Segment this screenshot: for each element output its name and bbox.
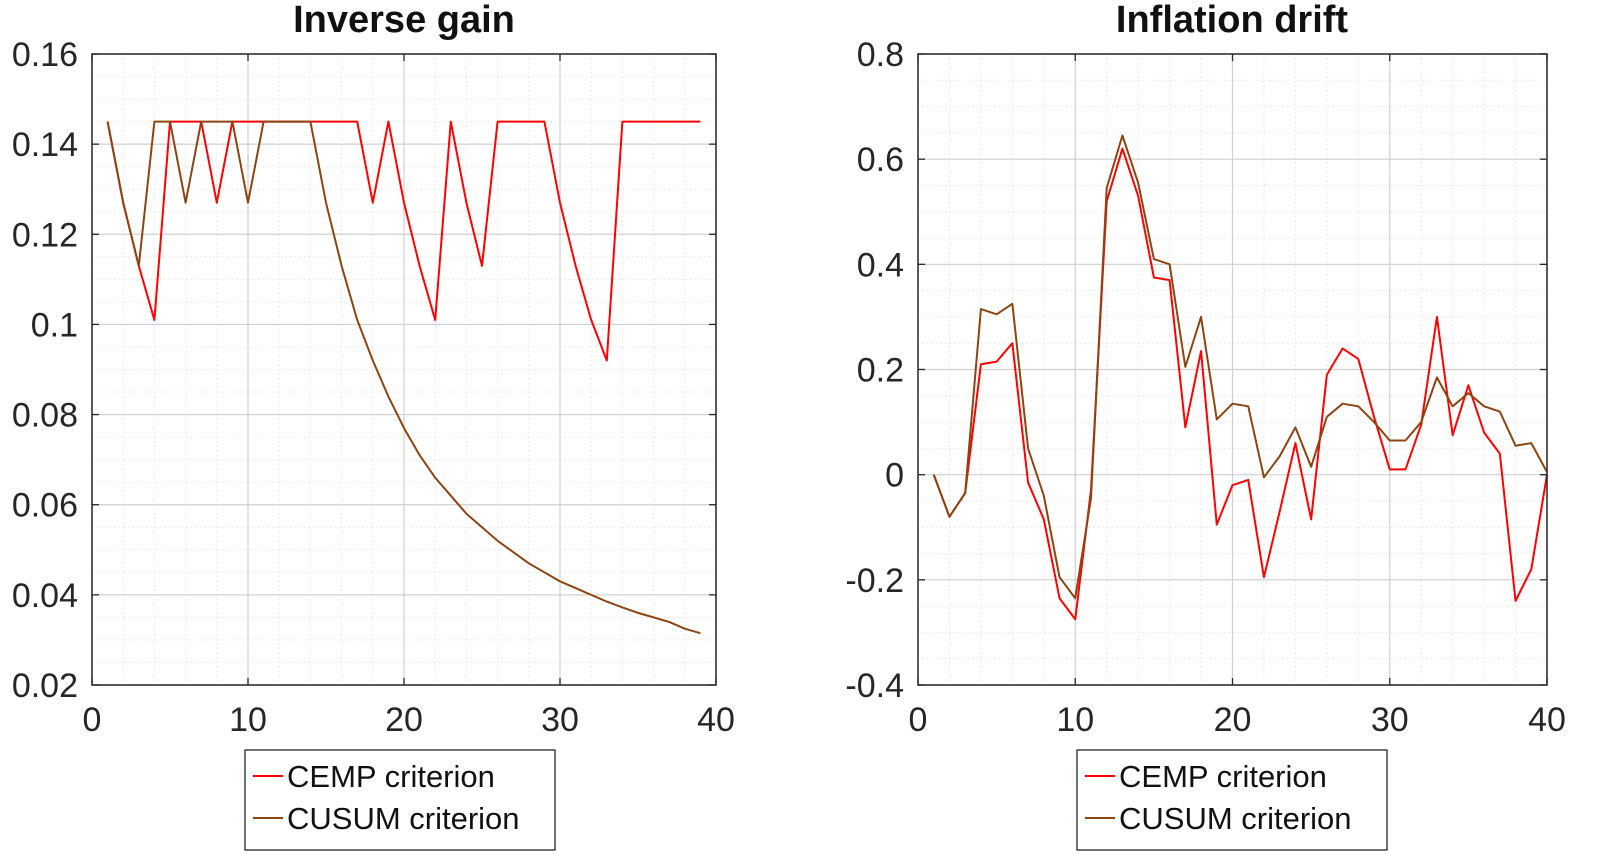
y-tick-label: 0.04: [12, 577, 78, 615]
y-tick-label: 0.6: [857, 141, 904, 179]
series-line-cusum: [932, 134, 1548, 600]
y-tick-label: 0.14: [12, 126, 78, 164]
series-line-cemp: [932, 147, 1548, 621]
legend-label: CUSUM criterion: [287, 801, 520, 836]
series-line-cemp: [106, 120, 701, 362]
x-tick-label: 0: [909, 701, 928, 739]
x-tick-label: 10: [229, 701, 267, 739]
y-tick-label: 0.4: [857, 246, 904, 284]
chart-title: Inverse gain: [293, 0, 515, 41]
y-tick-label: 0.08: [12, 397, 78, 435]
x-tick-label: 20: [385, 701, 423, 739]
legend-label: CEMP criterion: [1119, 759, 1327, 794]
y-tick-label: -0.2: [845, 562, 904, 600]
y-tick-label: 0.02: [12, 667, 78, 705]
x-tick-label: 40: [1528, 701, 1566, 739]
series-line-cusum: [106, 120, 701, 635]
y-tick-label: 0.2: [857, 352, 904, 390]
chart-title: Inflation drift: [1116, 0, 1349, 41]
y-tick-label: 0.16: [12, 36, 78, 74]
legend-label: CUSUM criterion: [1119, 801, 1352, 836]
y-tick-label: 0.12: [12, 216, 78, 254]
x-tick-label: 40: [697, 701, 735, 739]
legend-box: [1076, 749, 1388, 851]
y-tick-label: 0.06: [12, 487, 78, 525]
y-tick-label: -0.4: [845, 667, 904, 705]
legend-label: CEMP criterion: [287, 759, 495, 794]
y-tick-label: 0.1: [31, 306, 78, 344]
chart-panel-inverse-gain: 0 10 20 30 40 0.02 0.04 0.06 0.08 0.1 0.12 0.14 0.16…: [12, 0, 735, 851]
legend: CEMP criterion CUSUM criterion: [1076, 749, 1388, 851]
x-tick-label: 10: [1056, 701, 1094, 739]
x-tick-label: 30: [1371, 701, 1409, 739]
legend: CEMP criterion CUSUM criterion: [244, 749, 556, 851]
chart-panel-inflation-drift: 0 10 20 30 40 -0.4 -0.2 0 0.2 0.4 0.6 0.8 Inflation …: [845, 0, 1566, 851]
x-tick-label: 30: [541, 701, 579, 739]
legend-box: [244, 749, 556, 851]
x-tick-label: 20: [1214, 701, 1252, 739]
x-tick-label: 0: [83, 701, 102, 739]
y-tick-label: 0.8: [857, 36, 904, 74]
y-tick-label: 0: [885, 457, 904, 495]
